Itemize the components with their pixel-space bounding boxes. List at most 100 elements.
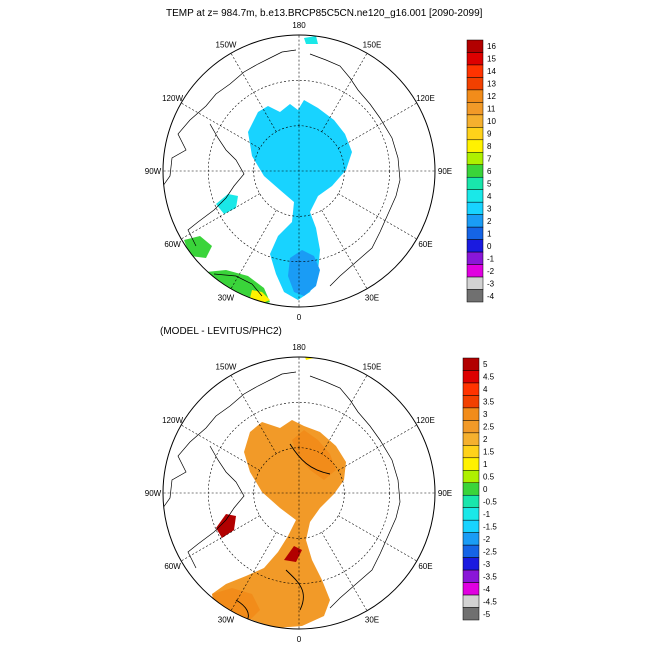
colorbar-label: 16 (487, 42, 496, 51)
bottom-colorbar: 5 4.5 4 3.5 3 2.5 2 1.5 1 0.5 0 -0.5 -1 -1.5 -2 -2.5 -3 -… (462, 357, 497, 621)
longitude-label: 90E (438, 489, 452, 498)
longitude-label: 60W (164, 562, 181, 571)
colorbar-label: -4 (483, 585, 491, 594)
colorbar-label: -2.5 (483, 547, 497, 556)
colorbar-label: 4 (483, 385, 488, 394)
colorbar-label: -5 (483, 610, 491, 619)
top-map-field (163, 36, 401, 307)
colorbar-label: 6 (487, 167, 492, 176)
colorbar-swatch (462, 395, 480, 409)
colorbar-label: 11 (487, 105, 496, 114)
colorbar-label: 2 (487, 217, 492, 226)
colorbar-swatch (462, 507, 480, 521)
bottom-map-field (163, 357, 401, 628)
bottom-red-patch-west (216, 514, 236, 538)
top-south-green-region (206, 270, 270, 307)
colorbar-swatch (466, 114, 484, 128)
colorbar-label: 10 (487, 117, 496, 126)
colorbar-swatch (462, 544, 480, 558)
colorbar-label: 12 (487, 92, 496, 101)
colorbar-label: -2 (483, 535, 491, 544)
top-cyan-patch (216, 194, 238, 214)
colorbar-label: 1 (483, 460, 488, 469)
colorbar-swatch (466, 139, 484, 153)
colorbar-swatch (466, 176, 484, 190)
meridian-line (230, 210, 277, 289)
colorbar-swatch (462, 569, 480, 583)
longitude-label: 60E (418, 562, 432, 571)
meridian-line (181, 515, 260, 562)
colorbar-swatch (462, 494, 480, 508)
bottom-map-boundary (162, 356, 436, 630)
colorbar-label: 0.5 (483, 473, 495, 482)
colorbar-swatch (462, 432, 480, 446)
colorbar-label: 0 (483, 485, 488, 494)
colorbar-swatch (462, 445, 480, 459)
colorbar-swatch (466, 89, 484, 103)
top-green-patch (184, 236, 212, 258)
colorbar-label: -3 (487, 279, 495, 288)
longitude-label: 150E (363, 363, 382, 372)
colorbar-swatch (462, 407, 480, 421)
longitude-label: 120W (162, 416, 183, 425)
colorbar-swatch (466, 64, 484, 78)
colorbar-label: 2 (483, 435, 488, 444)
meridian-line (321, 375, 368, 454)
meridian-line (338, 515, 417, 562)
colorbar-label: 2.5 (483, 423, 495, 432)
colorbar-swatch (466, 289, 484, 303)
colorbar-label: -3.5 (483, 572, 497, 581)
colorbar-label: 5 (483, 360, 488, 369)
longitude-label: 0 (297, 313, 302, 322)
colorbar-label: 14 (487, 67, 496, 76)
longitude-label: 30W (218, 615, 235, 624)
longitude-label: 60E (418, 240, 432, 249)
colorbar-label: 9 (487, 130, 492, 139)
colorbar-label: -4.5 (483, 597, 497, 606)
longitude-label: 30E (365, 615, 379, 624)
colorbar-label: 3 (487, 204, 492, 213)
bottom-title: (MODEL - LEVITUS/PHC2) (160, 326, 282, 337)
colorbar-swatch (466, 152, 484, 166)
top-map-panel: 180 150E 120E 90E 60E 30E 0 30W 60W 90W 120W 150W (145, 21, 452, 322)
colorbar-swatch (466, 264, 484, 278)
bottom-inner-warm-region (292, 430, 336, 480)
top-cyan-north-patch (304, 36, 318, 44)
colorbar-label: 13 (487, 80, 496, 89)
colorbar-swatch (462, 382, 480, 396)
colorbar-swatch (466, 77, 484, 91)
longitude-label: 90E (438, 167, 452, 176)
meridian-line (321, 53, 368, 132)
longitude-label: 0 (297, 635, 302, 644)
longitude-label: 120E (416, 94, 435, 103)
colorbar-swatch (466, 214, 484, 228)
meridian-line (181, 102, 260, 149)
colorbar-swatch (466, 251, 484, 265)
meridian-line (230, 375, 277, 454)
colorbar-swatch (462, 482, 480, 496)
colorbar-label: 1 (487, 229, 492, 238)
colorbar-swatch (462, 420, 480, 434)
colorbar-swatch (462, 370, 480, 384)
colorbar-label: 3.5 (483, 398, 495, 407)
colorbar-swatch (462, 594, 480, 608)
colorbar-label: -4 (487, 292, 495, 301)
meridian-line (230, 53, 277, 132)
colorbar-label: -2 (487, 267, 495, 276)
colorbar-label: 5 (487, 179, 492, 188)
colorbar-label: 8 (487, 142, 492, 151)
colorbar-swatch (466, 276, 484, 290)
colorbar-swatch (466, 164, 484, 178)
colorbar-swatch (466, 226, 484, 240)
longitude-label: 180 (292, 21, 306, 30)
colorbar-label: -0.5 (483, 497, 497, 506)
bottom-yellow-north-patch (304, 357, 314, 360)
meridian-line (181, 193, 260, 240)
longitude-label: 60W (164, 240, 181, 249)
top-title: TEMP at z= 984.7m, b.e13.BRCP85C5CN.ne12… (166, 8, 483, 19)
colorbar-swatch (466, 201, 484, 215)
colorbar-swatch (462, 532, 480, 546)
